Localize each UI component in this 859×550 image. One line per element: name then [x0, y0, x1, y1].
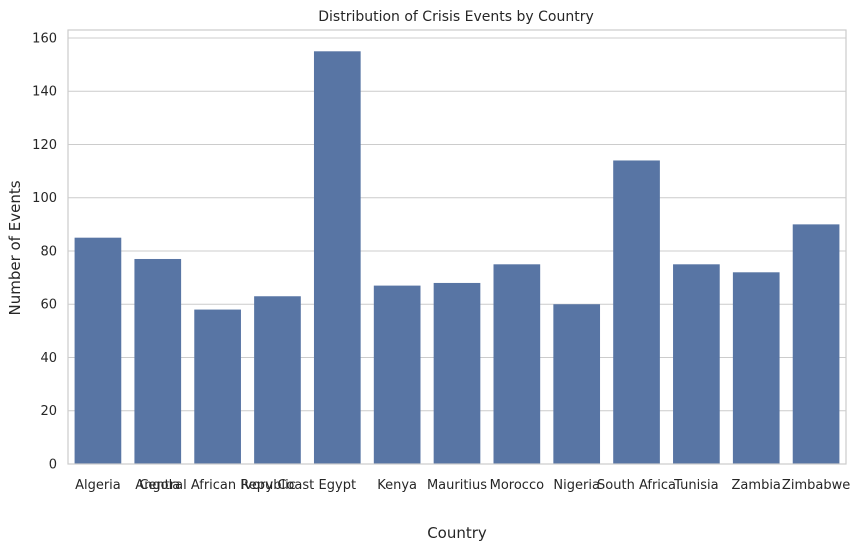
- y-tick-label: 0: [49, 458, 57, 473]
- x-tick-label: Egypt: [319, 478, 357, 493]
- y-tick-label: 100: [32, 191, 57, 206]
- y-tick-label: 20: [40, 404, 57, 419]
- y-axis-label: Number of Events: [6, 180, 24, 315]
- x-axis-label: Country: [427, 524, 487, 542]
- x-tick-label: Central African Republic: [139, 478, 295, 493]
- bar-mauritius: [433, 282, 481, 464]
- y-tick-label: 80: [40, 244, 57, 259]
- x-tick-label: South Africa: [597, 478, 676, 493]
- bar-algeria: [74, 237, 122, 464]
- y-tick-label: 140: [32, 85, 57, 100]
- y-tick-label: 40: [40, 351, 57, 366]
- plot-frame: [67, 29, 847, 465]
- bar-kenya: [373, 285, 421, 464]
- y-tick-label: 60: [40, 298, 57, 313]
- bar-zambia: [732, 272, 780, 464]
- bar-morocco: [493, 264, 541, 464]
- bar-central-african-republic: [194, 309, 241, 464]
- y-tick-labels: 0 20 40 60 80 100 120 140 160: [32, 31, 57, 472]
- x-tick-label: Tunisia: [673, 478, 718, 493]
- bar-tunisia: [673, 264, 720, 464]
- bar-ivory-coast: [254, 296, 301, 464]
- y-tick-label: 160: [32, 31, 57, 46]
- x-tick-label: Algeria: [75, 478, 121, 493]
- chart-title: Distribution of Crisis Events by Country: [318, 9, 594, 25]
- x-tick-label: Kenya: [377, 478, 417, 493]
- bars: [74, 51, 840, 465]
- x-tick-label: Morocco: [490, 478, 544, 493]
- x-tick-label: Zambia: [732, 478, 781, 493]
- x-tick-label: Nigeria: [553, 478, 600, 493]
- bar-zimbabwe: [792, 224, 840, 464]
- x-tick-label: Ivory Coast: [241, 478, 315, 493]
- bar-south-africa: [613, 160, 660, 465]
- x-tick-label: Zimbabwe: [782, 478, 850, 493]
- x-tick-label: Angola: [135, 478, 180, 493]
- y-tick-label: 120: [32, 138, 57, 153]
- bar-angola: [134, 258, 182, 464]
- bar-egypt: [313, 51, 361, 465]
- x-tick-label: Mauritius: [427, 478, 487, 493]
- bar-nigeria: [553, 304, 601, 464]
